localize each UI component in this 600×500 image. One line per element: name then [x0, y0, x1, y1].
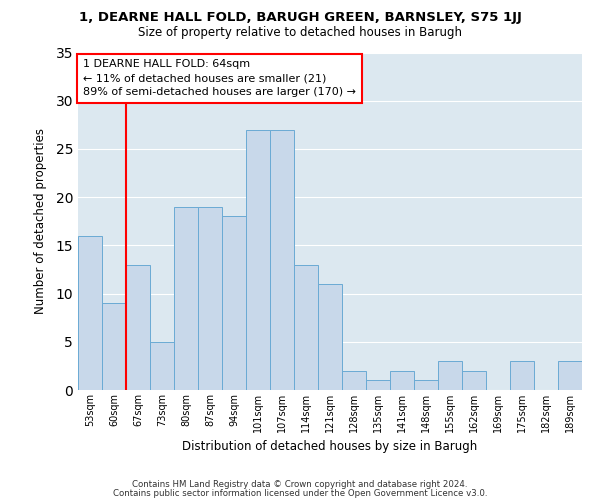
Y-axis label: Number of detached properties: Number of detached properties — [34, 128, 47, 314]
Bar — [246, 130, 270, 390]
Bar — [294, 264, 318, 390]
Text: Contains public sector information licensed under the Open Government Licence v3: Contains public sector information licen… — [113, 488, 487, 498]
Bar — [222, 216, 246, 390]
Bar — [102, 303, 126, 390]
Bar — [414, 380, 438, 390]
X-axis label: Distribution of detached houses by size in Barugh: Distribution of detached houses by size … — [182, 440, 478, 454]
Bar — [390, 370, 414, 390]
Bar — [438, 361, 462, 390]
Bar — [342, 370, 366, 390]
Bar — [78, 236, 102, 390]
Bar — [366, 380, 390, 390]
Bar — [126, 264, 150, 390]
Bar — [510, 361, 534, 390]
Text: Size of property relative to detached houses in Barugh: Size of property relative to detached ho… — [138, 26, 462, 39]
Bar — [558, 361, 582, 390]
Bar — [462, 370, 486, 390]
Text: Contains HM Land Registry data © Crown copyright and database right 2024.: Contains HM Land Registry data © Crown c… — [132, 480, 468, 489]
Text: 1 DEARNE HALL FOLD: 64sqm
← 11% of detached houses are smaller (21)
89% of semi-: 1 DEARNE HALL FOLD: 64sqm ← 11% of detac… — [83, 59, 356, 97]
Bar — [318, 284, 342, 390]
Bar — [198, 207, 222, 390]
Bar — [270, 130, 294, 390]
Text: 1, DEARNE HALL FOLD, BARUGH GREEN, BARNSLEY, S75 1JJ: 1, DEARNE HALL FOLD, BARUGH GREEN, BARNS… — [79, 11, 521, 24]
Bar — [150, 342, 174, 390]
Bar — [174, 207, 198, 390]
